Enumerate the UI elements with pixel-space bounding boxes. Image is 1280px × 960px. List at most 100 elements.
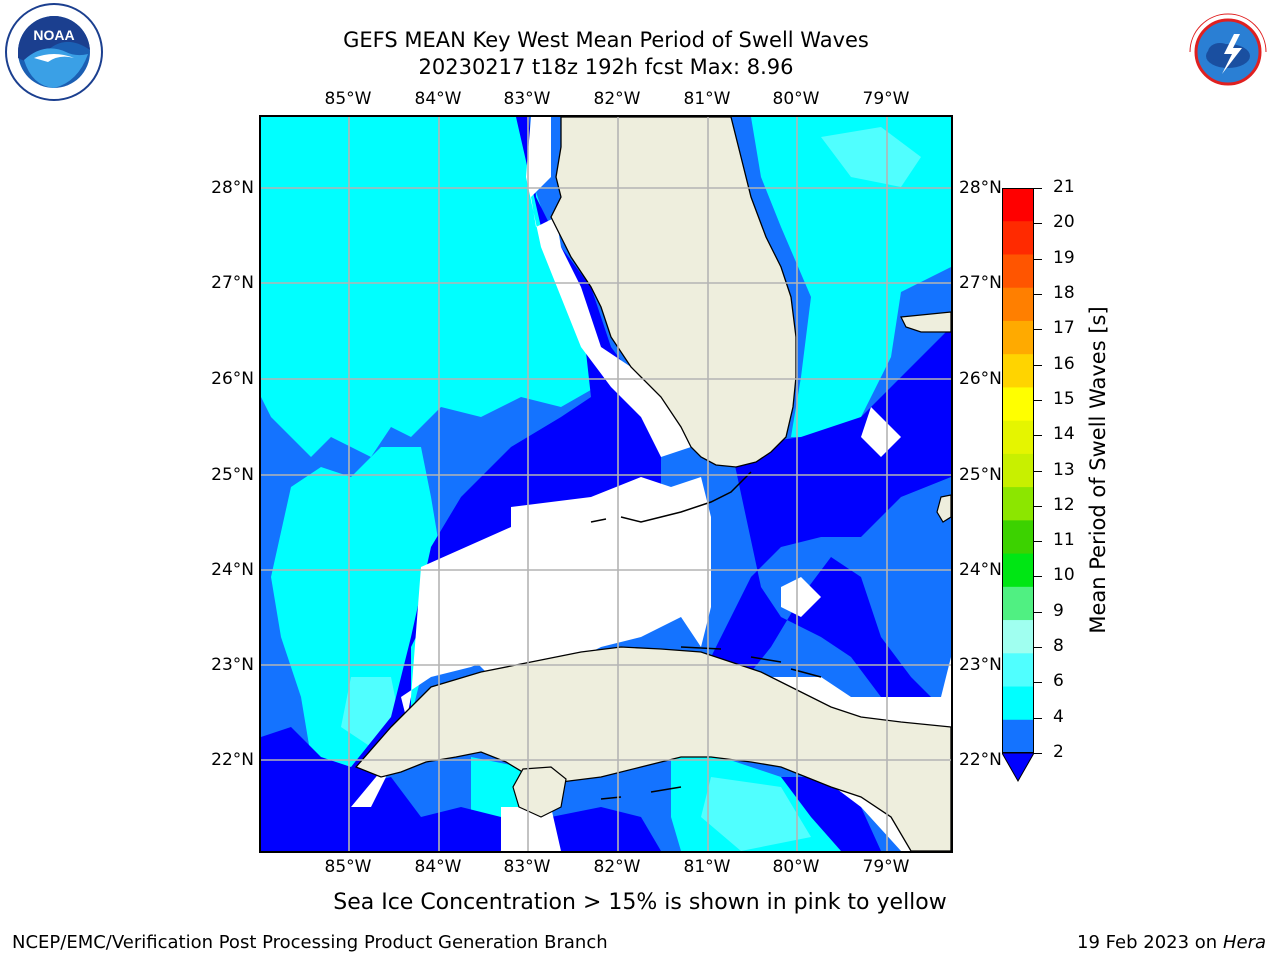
lon-label-bottom: 81°W	[683, 857, 731, 877]
colorbar-tick-mark	[1034, 258, 1042, 260]
bahamas-land	[900, 311, 951, 333]
lat-label-left: 27°N	[211, 273, 254, 293]
colorbar-segment	[1002, 320, 1034, 355]
isla-juventud-land	[512, 766, 567, 818]
colorbar-tick-mark	[1034, 293, 1042, 295]
swell-contour-lightcyan	[701, 777, 811, 851]
lat-label-right: 24°N	[959, 560, 1002, 580]
colorbar-tick-label: 11	[1053, 530, 1075, 551]
colorbar-tick-mark	[1034, 505, 1042, 507]
swell-contour-cyan	[261, 117, 596, 457]
colorbar-tick-mark	[1034, 717, 1042, 719]
colorbar-tick-label: 18	[1053, 282, 1075, 303]
colorbar-segment	[1002, 620, 1034, 654]
colorbar-tick-label: 13	[1053, 459, 1075, 480]
lat-label-right: 27°N	[959, 273, 1002, 293]
colorbar-title: Mean Period of Swell Waves [s]	[1086, 306, 1110, 634]
colorbar-tick-mark	[1034, 188, 1042, 189]
colorbar-tick-label: 8	[1053, 636, 1064, 657]
colorbar-segment	[1002, 553, 1034, 588]
footer-branch: NCEP/EMC/Verification Post Processing Pr…	[12, 932, 608, 953]
graticule	[261, 117, 951, 851]
colorbar-tick-mark	[1034, 435, 1042, 437]
colorbar-tick-mark	[1034, 364, 1042, 366]
lat-label-left: 25°N	[211, 465, 254, 485]
lon-label-bottom: 79°W	[862, 857, 910, 877]
colorbar-tick-label: 16	[1053, 353, 1075, 374]
colorbar-tick-mark	[1034, 576, 1042, 578]
no-data-region	[501, 807, 561, 851]
colorbar-tick-mark	[1034, 682, 1042, 684]
lon-label-top: 81°W	[683, 89, 731, 109]
lon-label-top: 83°W	[503, 89, 551, 109]
no-data-region	[526, 117, 691, 457]
map-svg	[261, 117, 951, 851]
lon-label-top: 80°W	[772, 89, 820, 109]
lat-label-left: 24°N	[211, 560, 254, 580]
footer-date: 19 Feb 2023 on Hera	[1077, 932, 1266, 953]
colorbar-segment	[1002, 221, 1034, 255]
colorbar-extend-arrow	[1001, 752, 1035, 783]
no-data-region	[781, 577, 821, 617]
colorbar-segment	[1002, 387, 1034, 422]
lat-label-left: 23°N	[211, 655, 254, 675]
lat-label-right: 26°N	[959, 369, 1002, 389]
colorbar-tick-mark	[1034, 647, 1042, 649]
lon-label-bottom: 85°W	[324, 857, 372, 877]
lon-label-bottom: 80°W	[772, 857, 820, 877]
colorbar-segment	[1002, 354, 1034, 388]
lon-label-top: 82°W	[593, 89, 641, 109]
florida-keys	[590, 471, 752, 523]
chart-title: GEFS MEAN Key West Mean Period of Swell …	[343, 28, 869, 52]
swell-contour-blue	[551, 807, 661, 851]
colorbar-tick-mark	[1034, 541, 1042, 543]
swell-contour-blue	[261, 767, 531, 851]
colorbar-segment	[1002, 188, 1034, 222]
lat-label-left: 22°N	[211, 750, 254, 770]
colorbar	[1001, 188, 1035, 788]
colorbar-tick-label: 21	[1053, 177, 1075, 197]
colorbar-segment	[1002, 487, 1034, 521]
colorbar-segment	[1002, 254, 1034, 289]
colorbar-tick-mark	[1034, 399, 1042, 401]
colorbar-tick-label: 19	[1053, 247, 1075, 268]
colorbar-tick-mark	[1034, 470, 1042, 472]
colorbar-segment	[1002, 420, 1034, 455]
lon-label-top: 85°W	[324, 89, 372, 109]
colorbar-tick-mark	[1034, 329, 1042, 331]
noaa-logo-text: NOAA	[33, 27, 74, 43]
noaa-logo: NOAA	[4, 2, 104, 102]
colorbar-segment	[1002, 453, 1034, 488]
colorbar-tick-label: 6	[1053, 671, 1064, 692]
lat-label-right: 22°N	[959, 750, 1002, 770]
cuba-land	[354, 646, 951, 851]
swell-contour-blue	[781, 777, 881, 851]
lat-label-left: 28°N	[211, 178, 254, 198]
lon-label-bottom: 84°W	[414, 857, 462, 877]
colorbar-segment	[1002, 586, 1034, 621]
colorbar-segment	[1002, 653, 1034, 688]
map-panel	[259, 115, 953, 853]
lat-label-right: 25°N	[959, 465, 1002, 485]
colorbar-tick-mark	[1034, 753, 1042, 754]
bahamas-land	[936, 494, 951, 523]
colorbar-tick-label: 20	[1053, 212, 1075, 233]
lon-label-top: 79°W	[862, 89, 910, 109]
footer-date-text: 19 Feb 2023 on	[1077, 932, 1218, 953]
lon-label-top: 84°W	[414, 89, 462, 109]
lon-label-bottom: 83°W	[503, 857, 551, 877]
sea-ice-caption: Sea Ice Concentration > 15% is shown in …	[333, 890, 947, 915]
colorbar-tick-label: 17	[1053, 318, 1075, 339]
lat-label-right: 23°N	[959, 655, 1002, 675]
lat-label-left: 26°N	[211, 369, 254, 389]
no-data-region	[861, 407, 901, 457]
colorbar-tick-label: 10	[1053, 565, 1075, 586]
lat-label-right: 28°N	[959, 178, 1002, 198]
colorbar-tick-label: 9	[1053, 600, 1064, 621]
colorbar-frame	[1002, 188, 1034, 753]
swell-contour-cyan	[751, 117, 951, 437]
lon-label-bottom: 82°W	[593, 857, 641, 877]
colorbar-segment	[1002, 686, 1034, 721]
colorbar-tick-mark	[1034, 611, 1042, 613]
colorbar-tick-label: 15	[1053, 388, 1075, 409]
